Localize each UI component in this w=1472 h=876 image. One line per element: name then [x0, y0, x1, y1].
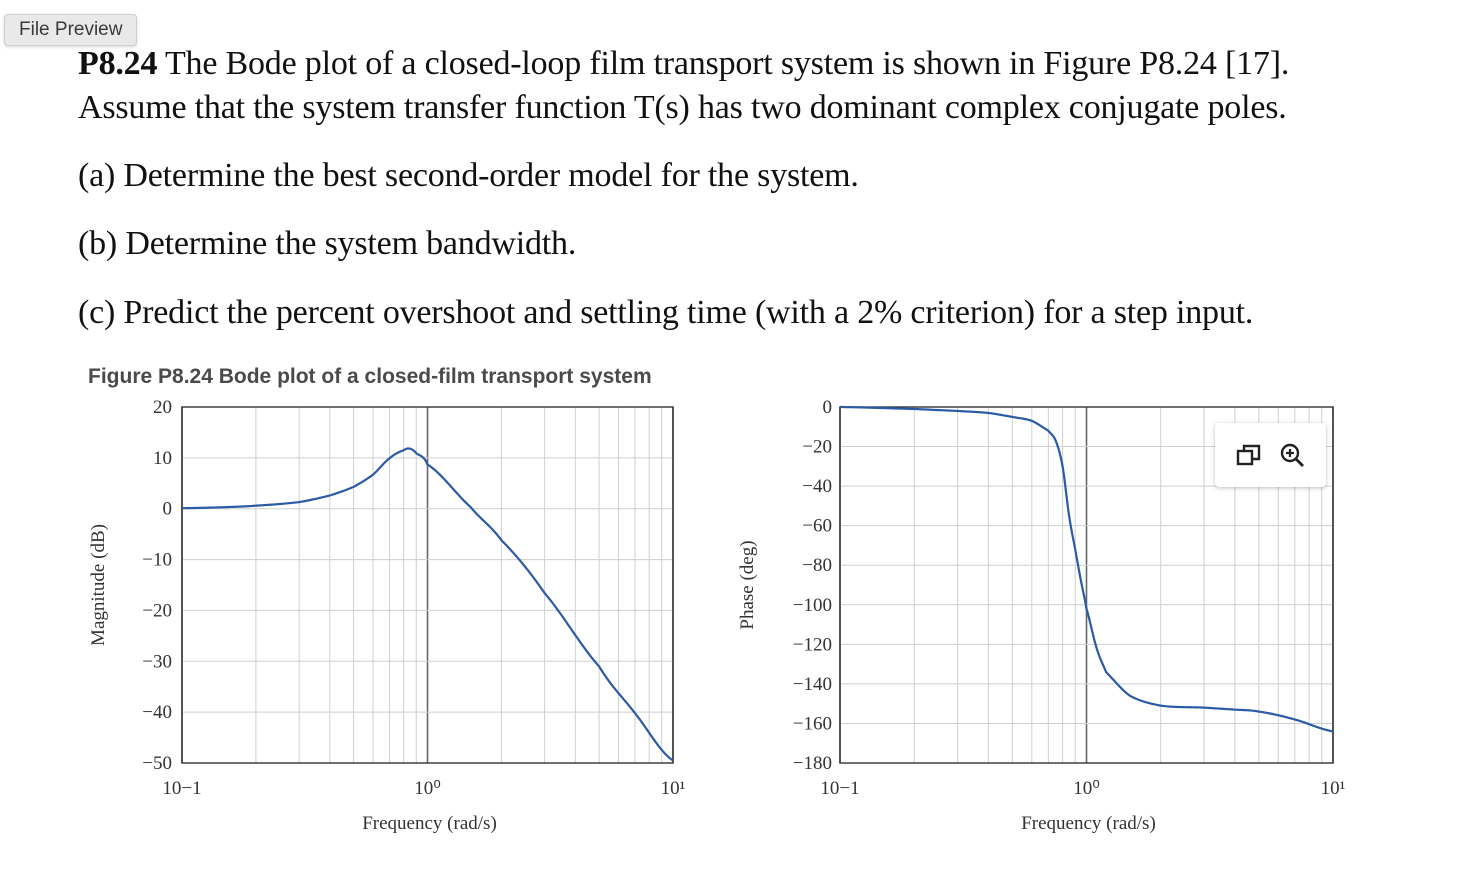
zoom-in-icon[interactable] [1277, 440, 1307, 470]
y-tick-label: 0 [823, 397, 833, 418]
y-tick-label: −140 [793, 674, 832, 695]
y-tick-label: 20 [153, 397, 172, 418]
y-tick-label: −50 [142, 753, 172, 774]
y-tick-label: −160 [793, 713, 832, 734]
y-tick-label: −120 [793, 634, 832, 655]
image-toolbar [1215, 423, 1326, 487]
problem-statement-1: The Bode plot of a closed-loop film tran… [164, 45, 1290, 82]
y-tick-label: 0 [163, 499, 173, 520]
problem-line-1: P8.24 The Bode plot of a closed-loop fil… [78, 42, 1289, 86]
y-tick-label: −100 [793, 595, 832, 616]
plot-frame [839, 406, 1334, 764]
problem-line-2: Assume that the system transfer function… [78, 89, 1287, 126]
y-tick-label: −40 [142, 702, 172, 723]
x-tick-label: 10−1 [820, 778, 859, 799]
x-axis-label: Frequency (rad/s) [1021, 813, 1156, 834]
y-tick-label: −180 [793, 753, 832, 774]
file-preview-tooltip: File Preview [4, 14, 138, 46]
problem-number: P8.24 [78, 45, 158, 82]
y-tick-label: 10 [153, 448, 172, 469]
part-b: (b) Determine the system bandwidth. [78, 225, 577, 262]
y-tick-label: −80 [802, 555, 832, 576]
x-tick-label: 10⁰ [414, 778, 441, 799]
y-tick-label: −10 [142, 550, 172, 571]
y-tick-label: −20 [802, 437, 832, 458]
plot-frame [181, 406, 674, 764]
part-c: (c) Predict the percent overshoot and se… [78, 294, 1254, 331]
x-tick-label: 10¹ [1321, 778, 1346, 799]
magnitude-plot: 20 10 0 −10 −20 −30 −40 −50 10−1 10⁰ 10¹ Frequency … [88, 397, 686, 834]
part-a: (a) Determine the best second-order mode… [78, 157, 859, 194]
y-tick-label: −40 [802, 476, 832, 497]
figure-caption: Figure P8.24 Bode plot of a closed-film … [88, 365, 652, 389]
y-tick-label: −30 [142, 651, 172, 672]
figure-caption-text: Bode plot of a closed-film transport sys… [218, 365, 652, 388]
y-tick-label: −60 [802, 516, 832, 537]
copy-icon[interactable] [1234, 440, 1264, 470]
series-line [181, 447, 674, 762]
figure-caption-label: Figure P8.24 [88, 365, 213, 388]
y-axis-label: Phase (deg) [737, 540, 758, 629]
x-tick-label: 10¹ [661, 778, 686, 799]
y-axis-label: Magnitude (dB) [88, 524, 109, 646]
x-tick-label: 10−1 [162, 778, 201, 799]
series-line [839, 405, 1334, 733]
x-axis-label: Frequency (rad/s) [362, 813, 497, 834]
y-tick-label: −20 [142, 600, 172, 621]
x-tick-label: 10⁰ [1073, 778, 1100, 799]
